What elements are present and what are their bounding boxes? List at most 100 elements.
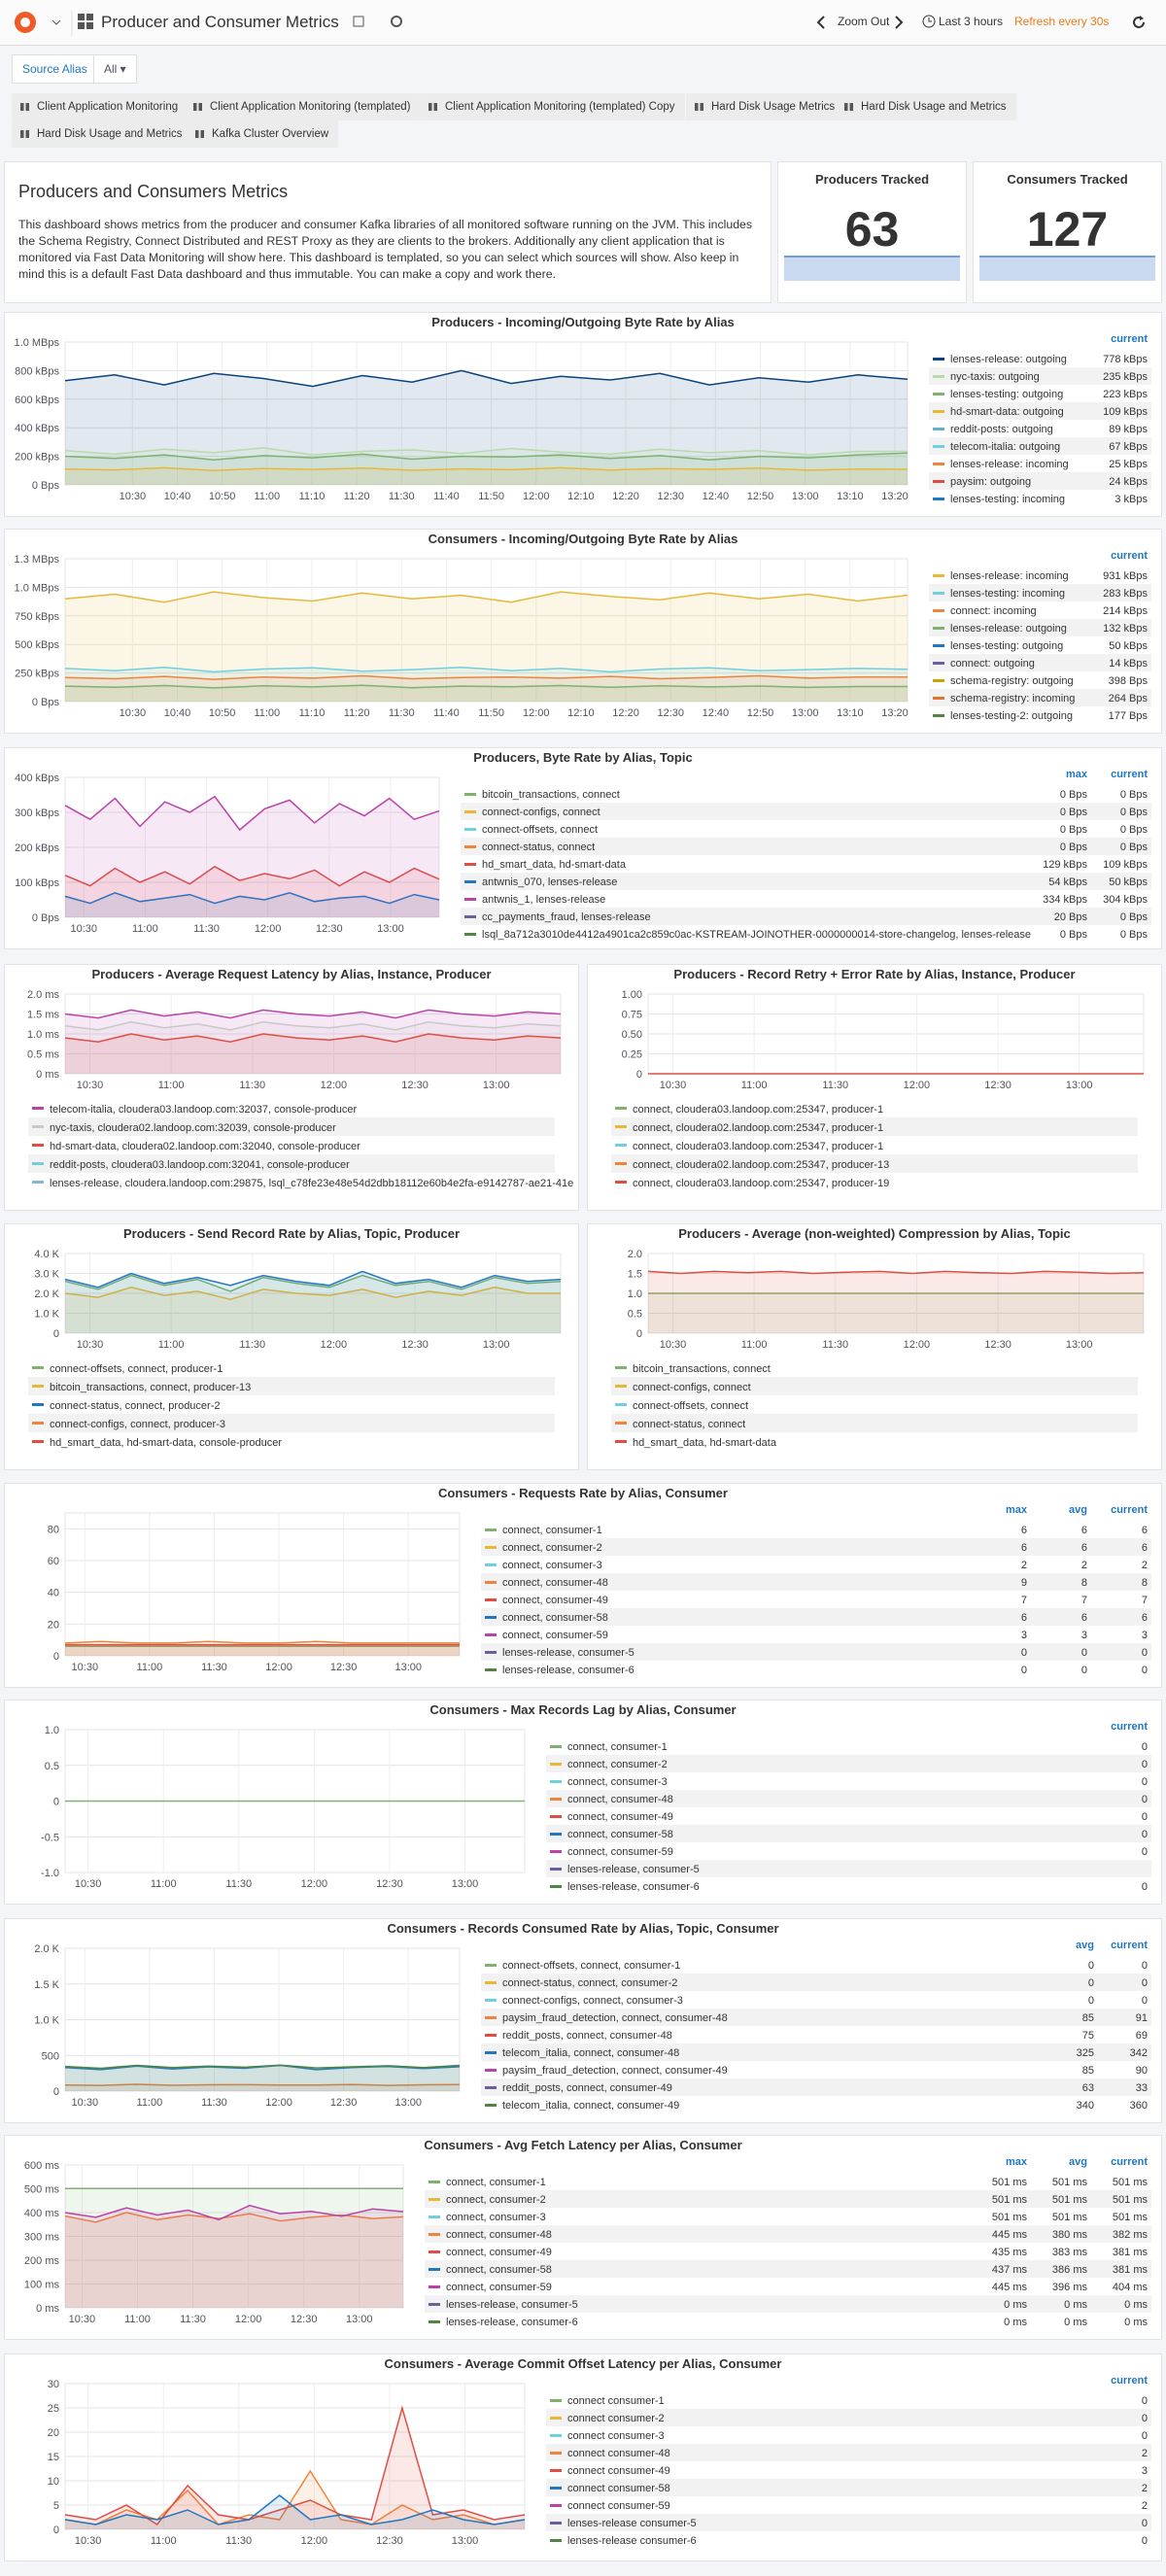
x-tick-label: 12:00	[321, 1080, 348, 1091]
legend-swatch	[485, 1668, 497, 1671]
legend-name: lenses-release, consumer-5	[446, 2299, 578, 2311]
series-line	[64, 2405, 526, 2525]
legend-value: 437 ms	[992, 2264, 1028, 2276]
legend-value: 445 ms	[992, 2282, 1028, 2293]
x-tick-label: 10:30	[70, 923, 97, 935]
legend-name: reddit_posts, connect, consumer-48	[502, 2030, 672, 2042]
legend-value: 9	[1021, 1577, 1027, 1589]
dashboard-link[interactable]: Hard Disk Usage and Metrics	[836, 93, 1016, 120]
variable-value[interactable]: All ▾	[93, 54, 137, 84]
y-tick-label: 0.5 ms	[27, 1049, 60, 1061]
legend-swatch	[485, 1528, 497, 1531]
x-tick-label: 10:50	[209, 707, 236, 719]
legend-row-bg	[546, 1790, 1151, 1807]
time-range[interactable]: Last 3 hours	[939, 15, 1004, 28]
legend-swatch	[32, 1144, 44, 1147]
legend-value: 6	[1021, 1542, 1027, 1554]
legend-name: connect, consumer-49	[502, 1595, 608, 1606]
legend-swatch	[550, 2539, 562, 2542]
dashboard-link[interactable]: Client Application Monitoring (templated…	[185, 93, 421, 120]
legend-name: connect, consumer-58	[446, 2264, 552, 2276]
nav-icons[interactable]	[352, 14, 410, 31]
refresh[interactable]: Refresh every 30s	[1014, 15, 1110, 28]
legend-name: lenses-testing: outgoing	[950, 389, 1063, 400]
legend-swatch	[550, 1850, 562, 1853]
dashboard-link[interactable]: Hard Disk Usage Metrics	[686, 93, 845, 120]
y-tick-label: 1.00	[622, 989, 642, 1001]
x-tick-label: 12:00	[235, 2314, 262, 2325]
legend-row-bg	[929, 472, 1151, 490]
legend-value: 109 kBps	[1103, 859, 1148, 871]
x-tick-label: 13:00	[346, 2314, 373, 2325]
legend-swatch	[32, 1162, 44, 1165]
legend-row-bg	[929, 402, 1151, 420]
y-tick-label: 400 ms	[24, 2208, 60, 2219]
refresh-icon[interactable]	[1131, 15, 1147, 30]
legend-value: 14 kBps	[1109, 658, 1148, 670]
x-tick-label: 12:00	[904, 1080, 931, 1091]
legend-value: 435 ms	[992, 2247, 1028, 2258]
dashboard-link[interactable]: Client Application Monitoring	[12, 93, 189, 120]
legend-name: connect: outgoing	[950, 658, 1035, 670]
legend-value: 6	[1081, 1612, 1087, 1624]
legend-value: 0 ms	[1064, 2317, 1087, 2328]
legend-value: 91	[1136, 2012, 1148, 2024]
legend-row-bg	[546, 1825, 1151, 1842]
variable-label: Source Alias	[12, 54, 98, 84]
legend-header: current	[1111, 333, 1148, 345]
next[interactable]	[892, 15, 906, 30]
legend-swatch	[933, 428, 944, 430]
legend-swatch	[485, 1563, 497, 1566]
dashboard-link[interactable]: Kafka Cluster Overview	[187, 120, 339, 148]
legend-value: 6	[1021, 1612, 1027, 1624]
dashboard-link[interactable]: Client Application Monitoring (templated…	[420, 93, 685, 120]
legend-value: 501 ms	[992, 2177, 1028, 2188]
legend-value: 0	[1142, 1995, 1148, 2007]
legend-value: 0	[1142, 1794, 1148, 1805]
legend-value: 501 ms	[992, 2194, 1028, 2206]
legend-name: connect, consumer-1	[502, 1525, 602, 1536]
legend-row-bg	[546, 2409, 1151, 2426]
legend-value: 501 ms	[1113, 2212, 1149, 2223]
legend-swatch	[32, 1107, 44, 1110]
legend-swatch	[485, 1633, 497, 1636]
prev[interactable]	[814, 15, 828, 30]
panel-title: Consumers - Requests Rate by Alias, Cons…	[438, 1486, 728, 1500]
legend-value: 342	[1130, 2047, 1148, 2059]
x-tick-label: 12:30	[984, 1339, 1012, 1351]
legend-row-bg	[425, 2295, 1151, 2313]
legend-swatch	[550, 2504, 562, 2507]
legend-value: 2	[1142, 1560, 1148, 1571]
legend-name: antwnis_1, lenses-release	[482, 894, 605, 906]
legend-value: 0 ms	[1064, 2299, 1087, 2311]
stat-panel: Consumers Tracked 127	[973, 161, 1162, 303]
legend-swatch	[485, 2034, 497, 2037]
y-tick-label: 60	[48, 1556, 59, 1567]
y-tick-label: 500 kBps	[15, 639, 59, 651]
legend-value: 63	[1082, 2082, 1094, 2094]
legend-name: connect, consumer-48	[502, 1577, 608, 1589]
zoom-out[interactable]: Zoom Out	[838, 15, 890, 28]
x-tick-label: 12:30	[291, 2314, 318, 2325]
legend-value: 50 kBps	[1109, 876, 1148, 888]
dashboard-link[interactable]: Hard Disk Usage and Metrics	[12, 120, 192, 148]
series-line	[647, 1270, 1145, 1275]
legend-swatch	[550, 1868, 562, 1871]
x-tick-label: 13:00	[452, 1878, 479, 1890]
logo[interactable]	[12, 9, 80, 38]
sparkline	[784, 256, 960, 281]
legend-name: connect consumer-48	[567, 2448, 670, 2459]
legend-value: 0 Bps	[1060, 841, 1088, 853]
legend-value: 0	[1021, 1647, 1027, 1659]
legend-swatch	[615, 1144, 627, 1147]
y-tick-label: 750 kBps	[15, 611, 59, 623]
y-tick-label: 500 ms	[24, 2184, 60, 2196]
y-tick-label: 2.0 K	[34, 1288, 59, 1300]
x-tick-label: 11:30	[225, 2535, 252, 2547]
dashboard-title[interactable]: Producer and Consumer Metrics	[101, 13, 339, 31]
legend-row-bg	[461, 873, 1151, 890]
x-tick-label: 13:00	[452, 2535, 479, 2547]
legend-value: 380 ms	[1052, 2229, 1088, 2241]
legend-name: cc_payments_fraud, lenses-release	[482, 911, 651, 923]
x-tick-label: 12:20	[612, 491, 639, 502]
